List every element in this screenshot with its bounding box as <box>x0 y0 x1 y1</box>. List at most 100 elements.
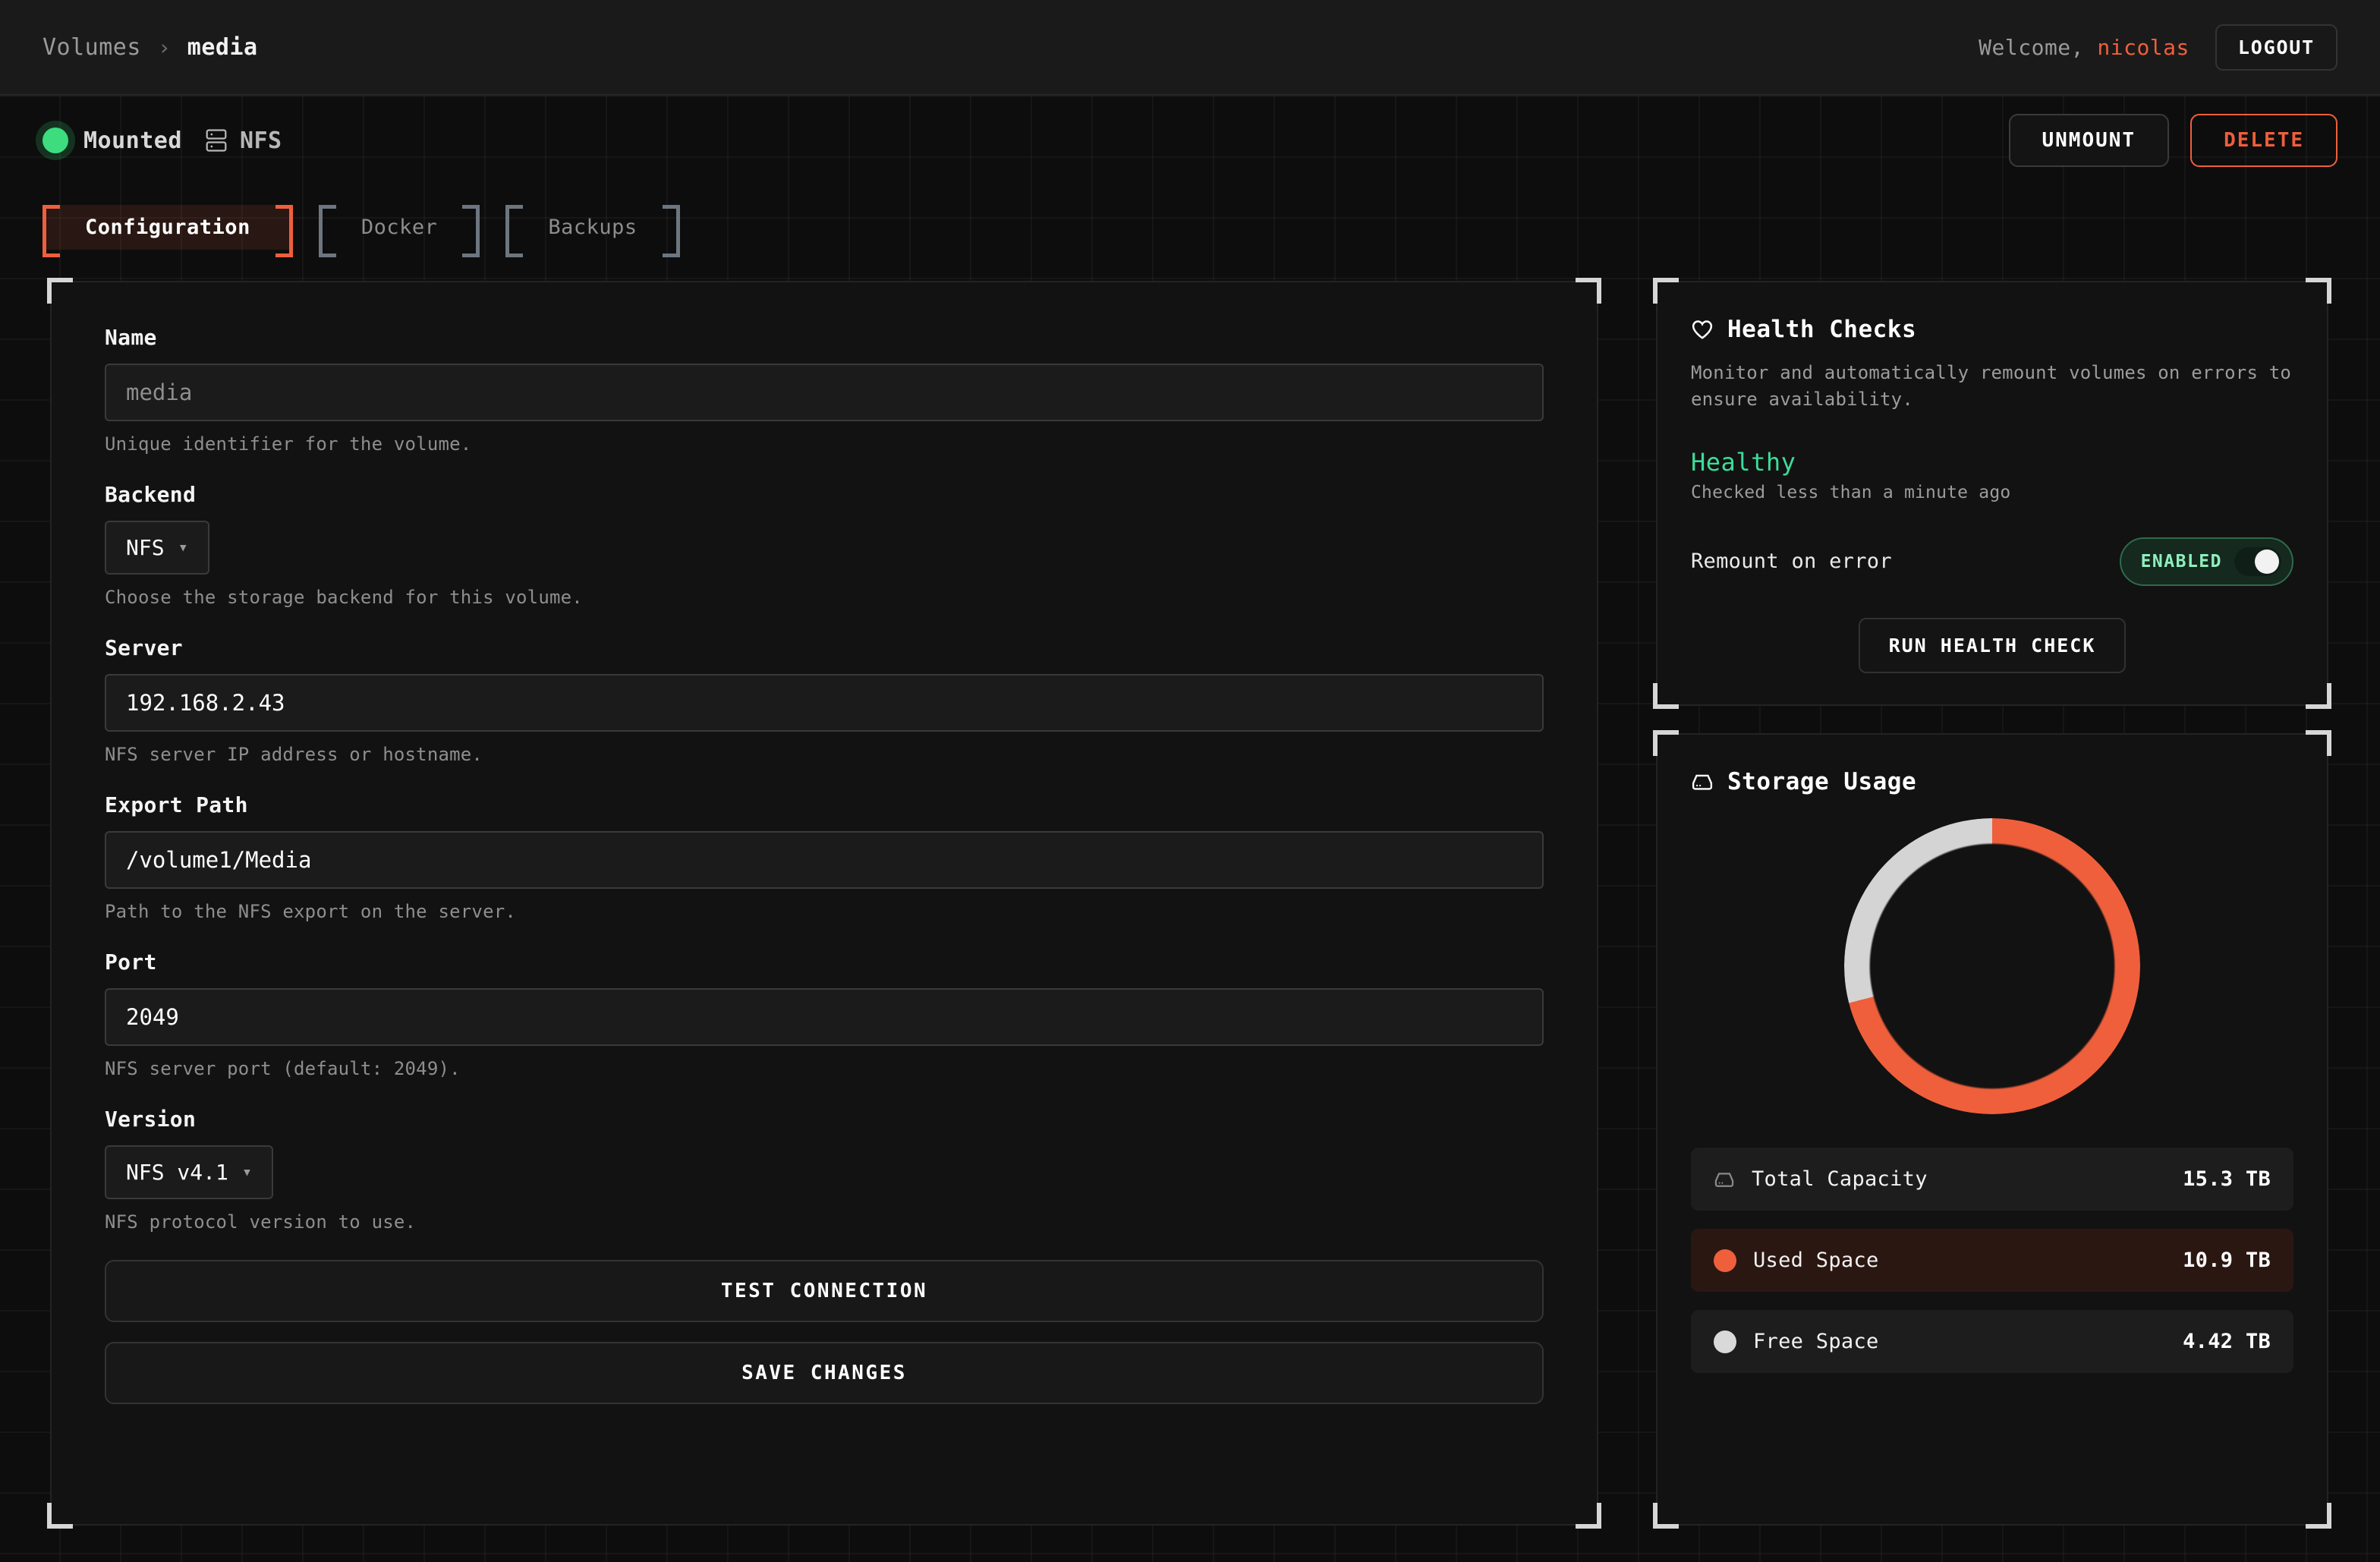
health-state-label: Healthy <box>1691 447 1796 477</box>
corner-bracket-bottom-left <box>1653 1503 1679 1529</box>
legend-label-total-capacity: Total Capacity <box>1752 1167 1928 1191</box>
toggle-knob <box>2255 549 2279 574</box>
volume-actions: UNMOUNT DELETE <box>2008 114 2338 167</box>
field-label-port: Port <box>105 949 157 975</box>
backend-select-value: NFS <box>126 535 165 560</box>
server-input[interactable] <box>105 674 1544 732</box>
configuration-panel: Name Unique identifier for the volume. B… <box>47 278 1601 1529</box>
field-label-export-path: Export Path <box>105 792 248 817</box>
storage-donut-chart-wrap: 71% Used <box>1691 818 2293 1114</box>
save-changes-button[interactable]: SAVE CHANGES <box>105 1342 1544 1404</box>
server-stack-icon <box>205 128 228 153</box>
welcome-prefix: Welcome, <box>1979 34 2085 60</box>
breadcrumb-current-volume: media <box>187 33 258 61</box>
storage-legend: Total Capacity 15.3 TB Used Space 10.9 T… <box>1691 1148 2293 1373</box>
health-status-block: Healthy Checked less than a minute ago <box>1691 448 2293 502</box>
legend-value-total-capacity: 15.3 TB <box>2183 1167 2271 1191</box>
tab-backups[interactable]: Backups <box>505 205 680 257</box>
donut-percent-value: 71% <box>1944 924 2040 977</box>
health-checks-title: Health Checks <box>1727 316 1917 343</box>
health-checks-title-row: Health Checks <box>1691 316 2293 343</box>
storage-usage-title: Storage Usage <box>1727 768 1917 795</box>
chevron-right-icon: › <box>157 34 171 60</box>
legend-row-total-capacity: Total Capacity 15.3 TB <box>1691 1148 2293 1211</box>
corner-bracket-top-left <box>47 278 73 304</box>
used-space-swatch-icon <box>1714 1249 1736 1272</box>
version-select-value: NFS v4.1 <box>126 1160 228 1185</box>
donut-percent-caption: Used <box>1969 981 2016 1005</box>
chevron-down-icon: ▾ <box>178 537 188 557</box>
run-health-check-row: RUN HEALTH CHECK <box>1691 617 2293 673</box>
tab-configuration[interactable]: Configuration <box>42 205 293 257</box>
toggle-track <box>2234 546 2281 576</box>
field-backend: Backend NFS ▾ Choose the storage backend… <box>105 482 1544 608</box>
field-help-backend: Choose the storage backend for this volu… <box>105 587 583 608</box>
export-path-input[interactable] <box>105 831 1544 889</box>
toggle-state-label: ENABLED <box>2140 551 2222 572</box>
storage-usage-panel: Storage Usage 71% Used <box>1653 730 2331 1529</box>
port-input[interactable] <box>105 988 1544 1046</box>
hard-drive-icon <box>1691 772 1714 792</box>
field-help-version: NFS protocol version to use. <box>105 1211 417 1233</box>
legend-value-free-space: 4.42 TB <box>2183 1330 2271 1353</box>
health-last-checked: Checked less than a minute ago <box>1691 482 2011 502</box>
field-label-version: Version <box>105 1107 197 1132</box>
storage-usage-title-row: Storage Usage <box>1691 768 2293 795</box>
breadcrumb: Volumes › media <box>42 34 258 61</box>
corner-bracket-top-right <box>1576 278 1601 304</box>
hard-drive-icon <box>1714 1170 1735 1189</box>
field-version: Version NFS v4.1 ▾ NFS protocol version … <box>105 1107 1544 1233</box>
field-port: Port NFS server port (default: 2049). <box>105 949 1544 1079</box>
status-dot-icon <box>42 128 68 153</box>
corner-bracket-bottom-right <box>2306 1503 2331 1529</box>
logout-button[interactable]: LOGOUT <box>2215 24 2338 71</box>
configuration-form: Name Unique identifier for the volume. B… <box>52 282 1597 1447</box>
field-help-port: NFS server port (default: 2049). <box>105 1058 461 1079</box>
remount-on-error-label: Remount on error <box>1691 550 1892 574</box>
field-name: Name Unique identifier for the volume. <box>105 325 1544 455</box>
mount-status-badge: Mounted <box>42 128 182 154</box>
name-input[interactable] <box>105 364 1544 421</box>
volume-status-row: Mounted NFS UNMOUNT DELETE <box>0 96 2380 185</box>
legend-row-free-space: Free Space 4.42 TB <box>1691 1310 2293 1373</box>
field-label-server: Server <box>105 635 183 660</box>
remount-on-error-row: Remount on error ENABLED <box>1691 537 2293 586</box>
chevron-down-icon: ▾ <box>241 1162 253 1182</box>
header-user-area: Welcome, nicolas LOGOUT <box>1979 24 2338 71</box>
corner-bracket-bottom-right <box>2306 683 2331 709</box>
version-select[interactable]: NFS v4.1 ▾ <box>105 1145 274 1199</box>
remount-on-error-toggle[interactable]: ENABLED <box>2119 537 2293 586</box>
field-label-name: Name <box>105 325 157 350</box>
corner-bracket-bottom-left <box>1653 683 1679 709</box>
legend-label-used-space: Used Space <box>1753 1249 1879 1272</box>
welcome-message: Welcome, nicolas <box>1979 35 2190 60</box>
heart-icon <box>1691 319 1714 340</box>
corner-bracket-top-left <box>1653 730 1679 756</box>
corner-bracket-top-right <box>2306 730 2331 756</box>
field-export-path: Export Path Path to the NFS export on th… <box>105 792 1544 922</box>
donut-center-labels: 71% Used <box>1844 818 2140 1114</box>
free-space-swatch-icon <box>1714 1330 1736 1353</box>
storage-usage-content: Storage Usage 71% Used <box>1658 735 2327 1406</box>
mount-status-label: Mounted <box>83 127 182 154</box>
health-checks-panel: Health Checks Monitor and automatically … <box>1653 278 2331 709</box>
tab-docker[interactable]: Docker <box>318 205 480 257</box>
test-connection-button[interactable]: TEST CONNECTION <box>105 1260 1544 1322</box>
backend-select[interactable]: NFS ▾ <box>105 521 209 575</box>
field-help-server: NFS server IP address or hostname. <box>105 744 483 765</box>
corner-bracket-bottom-right <box>1576 1503 1601 1529</box>
volume-status-group: Mounted NFS <box>42 128 282 154</box>
legend-row-used-space: Used Space 10.9 TB <box>1691 1229 2293 1292</box>
run-health-check-button[interactable]: RUN HEALTH CHECK <box>1858 617 2127 673</box>
delete-button[interactable]: DELETE <box>2190 114 2338 167</box>
corner-bracket-bottom-left <box>47 1503 73 1529</box>
storage-donut-chart: 71% Used <box>1844 818 2140 1114</box>
legend-label-free-space: Free Space <box>1753 1330 1879 1353</box>
username-label: nicolas <box>2097 34 2190 60</box>
field-label-backend: Backend <box>105 482 197 507</box>
unmount-button[interactable]: UNMOUNT <box>2008 114 2170 167</box>
health-checks-content: Health Checks Monitor and automatically … <box>1658 282 2327 707</box>
health-checks-description: Monitor and automatically remount volume… <box>1691 362 2292 410</box>
breadcrumb-volumes-link[interactable]: Volumes <box>42 33 141 61</box>
